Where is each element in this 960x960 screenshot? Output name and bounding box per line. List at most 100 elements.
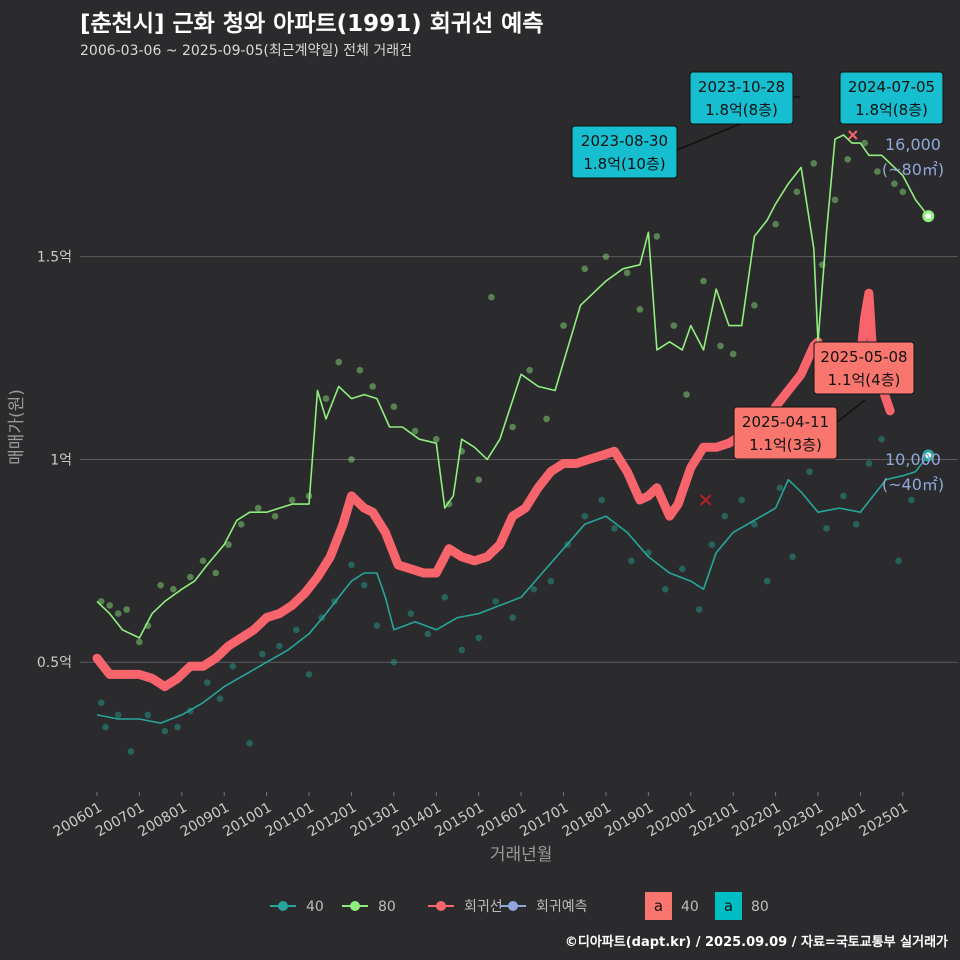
scatter-point-40 [530,585,538,593]
scatter-point-40 [390,658,398,666]
scatter-point-40 [293,626,300,634]
annotation-date: 2023-10-28 [698,78,785,96]
scatter-point-80 [348,456,355,463]
scatter-point-40 [840,492,847,500]
end-value-label: 10,000 [885,450,941,469]
scatter-point-40 [865,460,873,467]
regression-line [92,288,895,692]
scatter-point-80 [322,395,330,402]
scatter-point-80 [186,573,194,581]
annotation-date: 2024-07-05 [848,78,935,96]
scatter-point-40 [246,740,253,747]
scatter-point-40 [789,553,796,561]
legend-key-box [645,892,672,920]
annotation-date: 2025-04-11 [742,413,829,431]
scatter-point-40 [441,594,449,601]
scatter-point-40 [806,468,813,475]
scatter-point-80 [356,366,364,374]
scatter-point-80 [390,403,398,411]
scatter-point-80 [560,322,567,329]
annotation-box [839,71,944,125]
annotation-leader [676,123,741,151]
scatter-point-40 [114,711,122,719]
scatter-point-40 [708,541,716,548]
end-area-label: (~80㎡) [882,160,944,179]
scatter-point-40 [878,435,885,443]
scatter-point-80 [844,156,852,163]
scatter-point-80 [700,277,707,285]
scatter-point-80 [831,196,839,204]
annotation-box [733,406,838,460]
scatter-point-80 [874,168,881,175]
end-marker-80-inner [925,213,932,220]
source-caption: ©디아파트(dapt.kr) / 2025.09.09 / 자료=국토교통부 실… [564,935,948,950]
scatter-point-40 [628,557,635,565]
legend-box-letter: a [654,897,663,915]
scatter-point-40 [763,577,771,585]
legend-label: 80 [751,899,769,915]
scatter-point-80 [114,610,122,617]
page-subtitle: 2006-03-06 ~ 2025-09-05(최근계약일) 전체 거래건 [80,43,412,59]
legend-key-dot [436,901,446,911]
scatter-point-40 [127,748,135,755]
scatter-point-40 [895,557,902,565]
scatter-point-40 [751,521,758,528]
end-area-label: (~40㎡) [882,475,944,494]
annotation-date: 2025-05-08 [820,348,907,366]
scatter-point-40 [259,650,266,658]
annotation-date: 2023-08-30 [581,132,668,150]
legend-label: 회귀선 [464,899,503,915]
scatter-point-80 [475,476,483,484]
scatter-point-40 [229,662,236,670]
annotation-price: 1.8억(10층) [583,155,665,173]
scatter-point-40 [458,646,466,654]
annotation-box [571,125,678,179]
series-line-40 [96,454,929,724]
scatter-point-40 [360,581,368,589]
scatter-point-40 [97,699,105,707]
scatter-point-80 [602,253,610,260]
scatter-point-40 [611,525,618,532]
end-marker-40-inner [925,452,932,459]
cross-marker [699,494,712,506]
scatter-point-80 [751,302,758,309]
scatter-point-80 [772,220,779,228]
scatter-point-80 [432,435,440,443]
scatter-point-80 [891,180,898,187]
scatter-point-80 [899,188,907,196]
annotation-price: 1.1억(4층) [828,371,901,389]
scatter-point-40 [721,512,729,520]
annotation-price: 1.1억(3층) [749,436,822,454]
scatter-point-40 [908,496,915,504]
x-axis-title: 거래년월 [490,845,553,865]
scatter-point-80 [810,160,818,167]
x-tick-label: 202501 [857,800,911,841]
scatter-point-80 [861,139,868,147]
scatter-point-80 [526,366,533,374]
y-tick-label: 1억 [50,452,72,468]
scatter-point-80 [729,350,737,358]
legend-box-letter: a [724,897,733,915]
scatter-point-80 [106,602,113,609]
scatter-point-80 [411,427,419,435]
scatter-point-40 [823,525,830,532]
scatter-point-80 [335,358,343,366]
scatter-point-80 [543,415,550,423]
series-line-80 [96,134,929,639]
scatter-point-80 [509,423,516,431]
scatter-point-40 [852,521,860,528]
scatter-point-40 [276,642,283,650]
scatter-point-40 [102,723,109,731]
scatter-point-40 [161,727,169,735]
scatter-point-80 [170,585,177,593]
annotation-box [689,71,794,125]
scatter-point-80 [653,233,661,240]
scatter-point-40 [305,671,313,678]
y-tick-label: 0.5억 [37,655,72,671]
scatter-point-40 [348,561,355,569]
scatter-point-40 [475,634,483,642]
scatter-point-80 [199,557,207,565]
scatter-point-40 [776,484,784,492]
scatter-point-80 [157,581,164,589]
scatter-point-40 [373,622,381,630]
